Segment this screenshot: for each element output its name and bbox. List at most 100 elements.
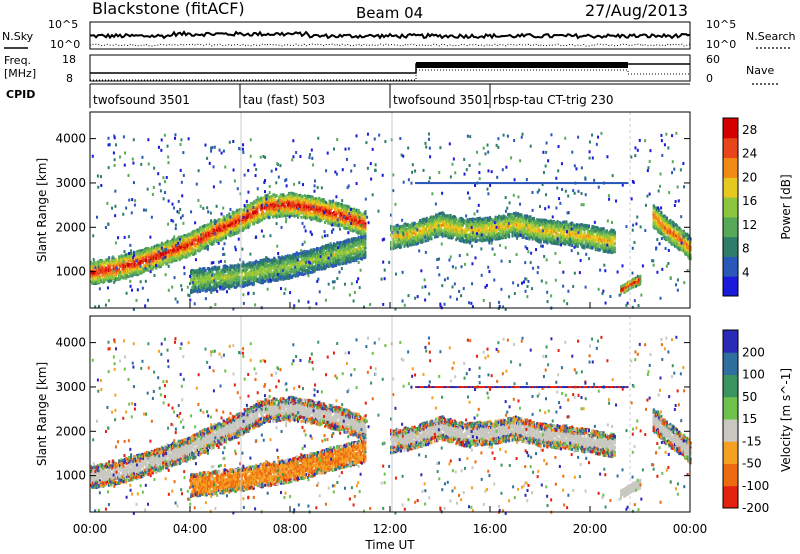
power-cell <box>155 256 158 260</box>
power-cell <box>99 259 101 263</box>
power-cell <box>131 272 134 276</box>
power-cell <box>123 254 126 258</box>
power-cell <box>192 251 195 255</box>
power-cell <box>220 238 223 242</box>
power-cell <box>159 251 162 255</box>
power-cell <box>225 219 227 223</box>
power-cell <box>219 236 222 240</box>
power-cell <box>97 272 100 276</box>
power-cell <box>102 262 105 266</box>
power-cell <box>133 263 136 267</box>
power-cell <box>209 237 212 241</box>
power-cell <box>245 214 248 218</box>
power-cell <box>168 259 171 263</box>
power-cell <box>162 242 164 246</box>
power-cell <box>248 219 251 223</box>
power-cell <box>106 264 109 268</box>
power-cell <box>144 248 146 252</box>
power-cell <box>218 231 221 235</box>
power-cell <box>162 252 164 256</box>
power-cell <box>137 266 140 270</box>
power-cell <box>140 271 143 275</box>
power-cell <box>159 247 162 251</box>
power-cell <box>196 248 199 252</box>
power-cell <box>254 214 257 218</box>
power-cell <box>236 226 239 230</box>
power-cell <box>140 249 143 253</box>
power-cell <box>147 255 150 259</box>
power-cell <box>163 253 166 257</box>
power-cell <box>156 264 159 268</box>
power-cell <box>112 274 115 278</box>
power-cell <box>243 208 245 212</box>
power-cell <box>219 218 222 222</box>
power-cell <box>248 210 251 214</box>
power-cell <box>151 267 154 271</box>
power-cell <box>222 220 225 224</box>
power-cell <box>245 212 248 216</box>
power-cell <box>225 226 227 230</box>
power-cell <box>102 271 105 275</box>
power-cell <box>151 264 154 268</box>
power-cell <box>182 247 185 251</box>
power-cell <box>106 267 109 271</box>
power-cell <box>159 258 162 262</box>
power-cell <box>189 234 191 238</box>
power-cell <box>201 240 204 244</box>
power-cell <box>177 257 180 261</box>
power-cell <box>282 193 285 197</box>
power-cell <box>148 252 151 256</box>
power-cell <box>184 237 187 241</box>
power-cell <box>250 203 253 207</box>
power-cell <box>150 267 153 271</box>
power-cell <box>205 245 208 249</box>
power-cell <box>129 272 132 276</box>
power-cell <box>146 264 149 268</box>
power-cell <box>201 225 204 229</box>
power-cell <box>162 255 164 259</box>
power-cell <box>151 247 154 251</box>
power-cell <box>212 242 215 246</box>
power-cell <box>132 266 135 270</box>
power-cell <box>182 252 185 256</box>
power-cell <box>157 261 160 265</box>
power-cell <box>189 249 191 253</box>
power-cell <box>220 225 223 229</box>
power-cell <box>126 270 128 274</box>
power-cell <box>92 277 95 281</box>
power-cell <box>169 252 172 256</box>
power-cell <box>102 269 105 273</box>
power-cell <box>115 271 118 275</box>
power-cell <box>182 238 185 242</box>
power-cell <box>204 269 207 273</box>
power-cell <box>114 278 117 282</box>
power-cell <box>114 259 117 263</box>
power-cell <box>113 278 116 282</box>
freq-noise-block <box>416 62 628 68</box>
power-cell <box>219 230 222 234</box>
power-cell <box>103 269 106 273</box>
power-cell <box>101 276 104 280</box>
power-cell <box>144 268 146 272</box>
power-cell <box>212 240 215 244</box>
power-cell <box>200 236 203 240</box>
power-cell <box>218 229 221 233</box>
power-cell <box>191 235 194 239</box>
power-cell <box>154 249 157 253</box>
power-cell <box>257 218 260 222</box>
power-cell <box>252 203 254 207</box>
power-cell <box>245 225 248 229</box>
power-cell <box>174 245 177 249</box>
power-cell <box>105 259 108 263</box>
power-cell <box>112 258 115 262</box>
power-cell <box>255 200 258 204</box>
power-cell <box>225 221 227 225</box>
power-cell <box>164 242 167 246</box>
power-cell <box>192 230 195 234</box>
power-cell <box>142 254 145 258</box>
power-cell <box>131 258 134 262</box>
power-cell <box>208 225 211 229</box>
noise-search-trace <box>89 43 691 47</box>
power-cell <box>217 218 220 222</box>
